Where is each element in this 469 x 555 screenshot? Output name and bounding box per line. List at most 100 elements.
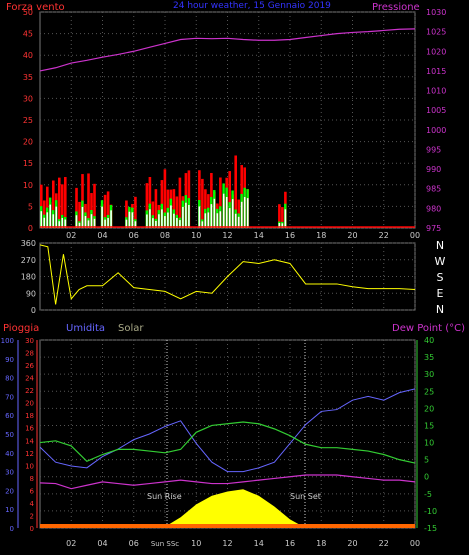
wind-avg-bar [167, 212, 169, 228]
wind-avg-bar [43, 217, 46, 228]
wind-avg-bar [240, 201, 243, 228]
rain-y-tick-label: 14 [25, 437, 34, 445]
wind-avg-bar [182, 206, 184, 228]
wind-avg-bar [243, 197, 246, 228]
wind-avg-bar [40, 211, 43, 228]
compass-letter: N [436, 239, 444, 252]
top-x-tick-label: 00 [410, 231, 420, 240]
wind-gust-bar [178, 177, 182, 228]
wind-gust-bar [151, 201, 155, 228]
wind-gust-bar [278, 204, 281, 228]
rain-y-tick-label: 4 [30, 500, 35, 508]
top-x-tick-label: 16 [285, 231, 295, 240]
rain-y-tick-label: 20 [25, 400, 34, 408]
temperature-series-line [39, 421, 416, 464]
wind-gust-bar [198, 170, 201, 228]
pressure-series-line [39, 28, 416, 72]
humidity-y-tick-labels: 0 10 20 30 40 50 60 70 80 90 100 [1, 337, 14, 533]
wind-gust-bar [201, 178, 204, 228]
compass-letter: E [437, 287, 444, 300]
wind-avg-bar [198, 206, 201, 228]
humidity-axis-title: Umidita [66, 323, 105, 334]
wind-avg-bar [49, 204, 52, 228]
wind-gust-bar [106, 191, 110, 228]
bottom-x-tick-label: 16 [285, 539, 295, 548]
wind-bars [40, 155, 415, 228]
wind-avg-bar [75, 215, 78, 228]
pressure-y-tick-label: 1010 [426, 87, 446, 96]
rain-y-tick-label: 24 [25, 375, 34, 383]
wind-avg-bar [164, 216, 166, 228]
wind-avg-bar [213, 198, 216, 228]
wind-avg-bar [219, 211, 222, 228]
solar-area [40, 489, 415, 528]
wind-avg-bar [87, 220, 90, 228]
wind-avg-bar [155, 220, 157, 228]
temperature-y-tick-label: -15 [424, 524, 437, 533]
wind-y-tick-label: 15 [23, 159, 33, 168]
bottom-x-tick-labels: 02 04 06 Sun SSc 10 12 14 16 18 20 22 00 [66, 539, 420, 548]
wind-avg-bar [131, 212, 134, 228]
direction-y-tick-label: 0 [31, 306, 36, 315]
temperature-y-tick-label: 0 [424, 473, 429, 482]
humidity-y-tick-label: 70 [5, 393, 14, 401]
rain-y-tick-label: 2 [30, 512, 34, 520]
pressure-y-tick-label: 995 [426, 145, 441, 154]
top-x-tick-label: 04 [97, 231, 107, 240]
direction-y-tick-label: 180 [21, 273, 36, 282]
wind-speed-axis-title: Forza vento [6, 2, 65, 13]
wind-avg-bar [237, 216, 240, 228]
top-x-tick-label: 14 [254, 231, 264, 240]
wind-avg-bar [128, 211, 131, 228]
wind-gust-bar [64, 177, 67, 228]
wind-gust-bar [75, 187, 78, 228]
rain-baseline-bar [40, 524, 415, 528]
bottom-x-tick-label: 20 [347, 539, 357, 548]
wind-avg-bar [78, 222, 81, 228]
compass-letter: S [437, 271, 444, 284]
wind-avg-bar [246, 198, 249, 228]
humidity-y-tick-label: 100 [1, 337, 14, 345]
wind-gust-bar [175, 196, 179, 228]
wind-avg-bar [134, 221, 137, 228]
wind-avg-bar [185, 202, 187, 228]
wind-gust-bar [148, 176, 152, 228]
wind-avg-bar [52, 214, 55, 228]
humidity-y-tick-label: 20 [5, 487, 14, 495]
bottom-x-tick-label: 06 [129, 539, 139, 548]
rain-y-tick-label: 28 [25, 350, 34, 358]
top-x-tick-label: 18 [316, 231, 326, 240]
wind-y-tick-label: 35 [23, 73, 33, 82]
wind-avg-bar [231, 199, 234, 228]
sunset-label: Sun Set [290, 492, 321, 501]
rain-y-tick-label: 22 [25, 387, 34, 395]
top-x-tick-label: 22 [379, 231, 389, 240]
top-gridlines [40, 11, 416, 229]
wind-avg-bar [204, 213, 207, 228]
temperature-y-tick-label: 25 [424, 387, 434, 396]
wind-avg-bar [84, 216, 87, 228]
compass-letter: N [436, 303, 444, 316]
wind-avg-bar [281, 223, 284, 228]
humidity-y-tick-label: 80 [5, 375, 14, 383]
wind-avg-bar [110, 210, 112, 228]
pressure-y-tick-label: 985 [426, 185, 441, 194]
top-x-tick-label: 08 [160, 231, 170, 240]
rain-y-tick-label: 0 [30, 525, 34, 533]
top-x-tick-label: 20 [347, 231, 357, 240]
wind-avg-bar [81, 206, 84, 228]
wind-gust-bar [61, 184, 64, 228]
wind-avg-bar [225, 196, 228, 228]
top-x-tick-label: 06 [129, 231, 139, 240]
temperature-y-tick-label: 20 [424, 404, 434, 413]
wind-gust-bar [78, 201, 81, 228]
bottom-x-tick-label: 10 [191, 539, 201, 548]
direction-y-tick-label: 90 [26, 289, 36, 298]
wind-gust-bar [46, 186, 49, 228]
wind-avg-bar [176, 217, 178, 228]
wind-avg-bar [207, 212, 210, 228]
rain-y-tick-label: 12 [25, 450, 34, 458]
humidity-y-tick-label: 0 [10, 525, 14, 533]
